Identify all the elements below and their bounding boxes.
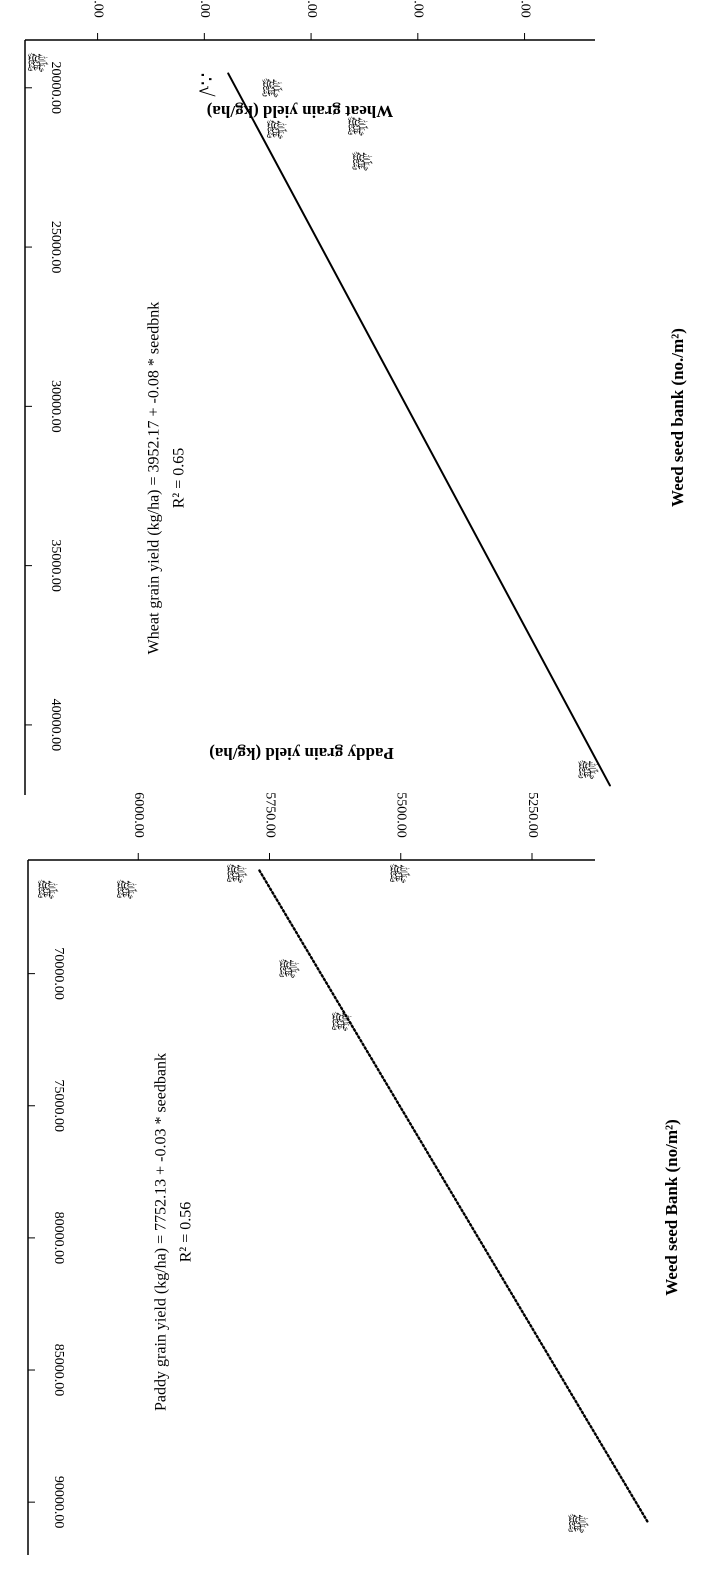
regression-line [258, 869, 650, 1525]
x-tick-label: 25000.00 [48, 221, 63, 274]
x-axis-title: Weed seed Bank (no/m²) [662, 1119, 681, 1296]
y-tick-label: 3000.00 [90, 0, 105, 18]
data-point: ﷺ [350, 150, 373, 172]
chart-1: 70000.00 75000.00 80000.00 85000.00 90000.00… [27, 744, 681, 1555]
y-tick-label: 2000.00 [304, 0, 319, 18]
x-tick-label: 40000.00 [48, 699, 63, 752]
y-tick-label: 5750.00 [262, 792, 277, 838]
y-tick-label: 2500.00 [197, 0, 212, 18]
x-axis-title: Weed seed bank (no./m²) [668, 328, 687, 507]
y-tick-label: 5500.00 [394, 792, 409, 838]
chart-2: 20000.00 25000.00 30000.00 35000.00 40000.00… [24, 0, 687, 795]
data-point: ﷺ [260, 77, 283, 99]
x-tick-label: 20000.00 [48, 62, 63, 115]
x-tick-label: 35000.00 [48, 539, 63, 592]
regression-equation: Paddy grain yield (kg/ha) = 7752.13 + -0… [153, 1053, 170, 1411]
x-tick-label: 30000.00 [48, 380, 63, 433]
r-squared: R² = 0.65 [171, 448, 188, 509]
x-tick-label: 85000.00 [51, 1344, 66, 1397]
x-tick-label: 90000.00 [51, 1476, 66, 1529]
x-tick-label: 80000.00 [51, 1212, 66, 1265]
y-tick-label: 5250.00 [525, 792, 540, 838]
y-tick-label: 6000.00 [131, 792, 146, 838]
x-tick-label: 75000.00 [51, 1080, 66, 1133]
data-point: ﷺ [265, 118, 288, 140]
y-axis-title: Wheat grain yield (kg/ha) [207, 102, 394, 121]
data-point: ﷺ [387, 862, 410, 884]
r-squared: R² = 0.56 [178, 1202, 195, 1263]
y-axis-title: Paddy grain yield (kg/ha) [209, 744, 394, 763]
regression-equation: Wheat grain yield (kg/ha) = 3952.17 + -0… [146, 302, 163, 655]
x-tick-label: 70000.00 [51, 947, 66, 1000]
y-tick-label: 1500.00 [411, 0, 426, 18]
regression-line [227, 72, 611, 787]
data-point: ﷺ [225, 862, 248, 884]
data-point: ﷺ [346, 115, 369, 137]
data-point: ﷺ [576, 759, 599, 781]
data-point: ﷺ [330, 1010, 353, 1032]
data-point: ﷺ [566, 1512, 589, 1534]
data-point-highlight: ∴√ [195, 73, 217, 97]
y-tick-label: 1000.00 [517, 0, 532, 18]
data-point: ﷺ [36, 878, 59, 900]
data-point: ﷺ [277, 957, 300, 979]
data-point: ﷺ [114, 878, 137, 900]
data-point: ﷺ [25, 51, 48, 73]
